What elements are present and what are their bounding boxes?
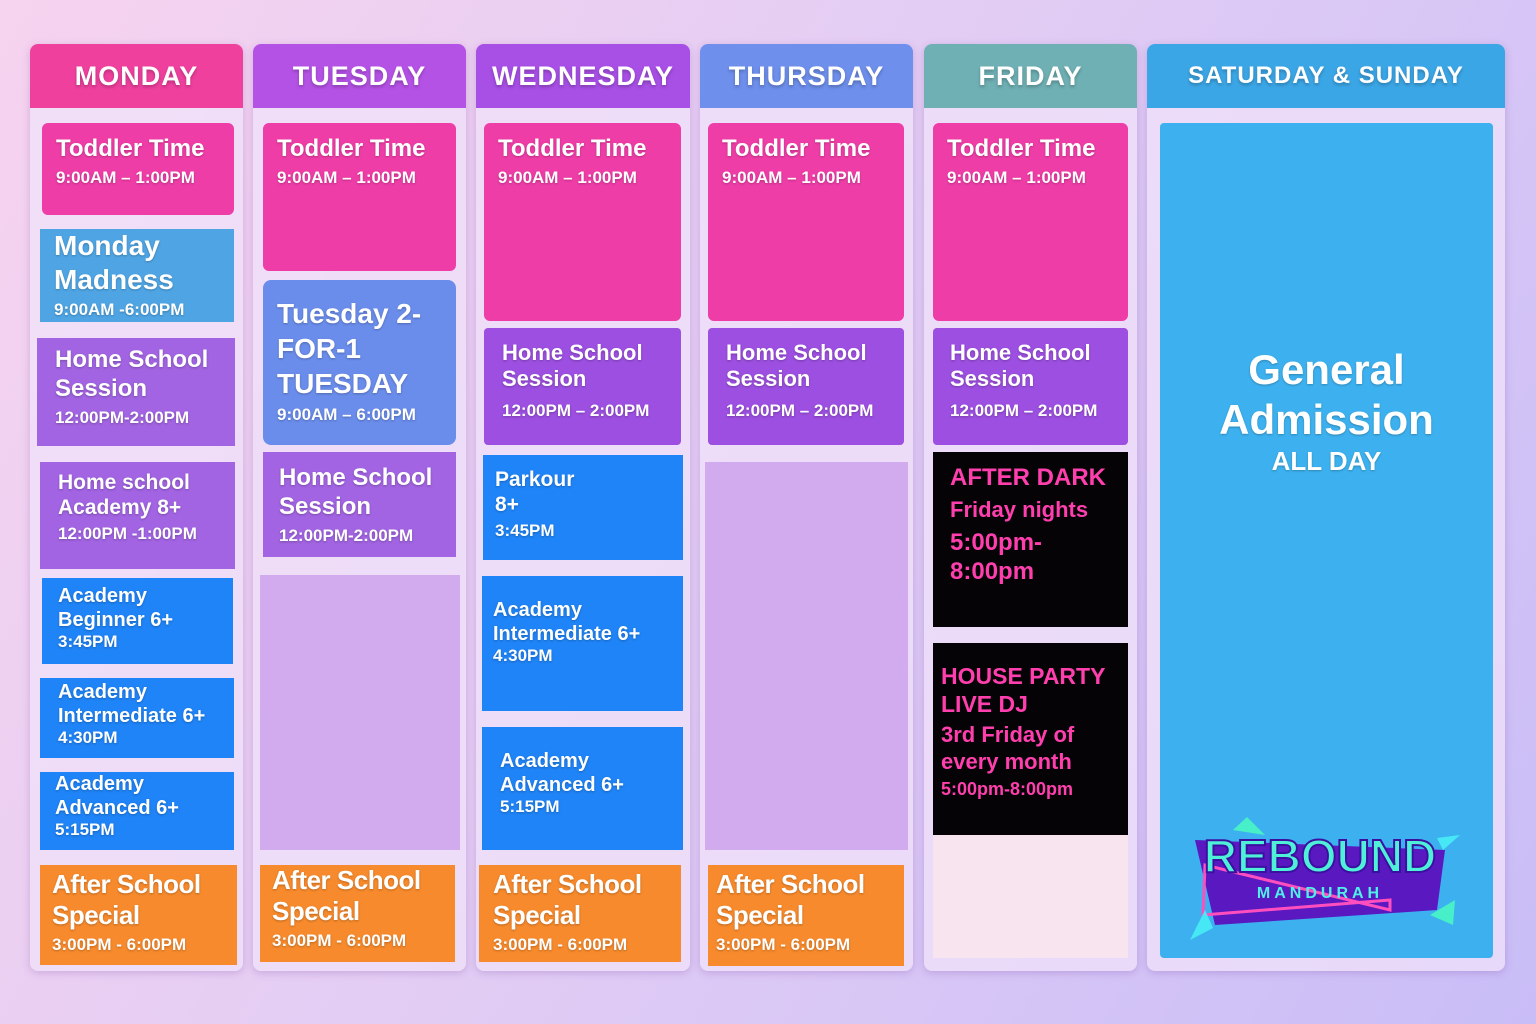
event-time: 4:30PM xyxy=(493,646,553,665)
event-title: Home School Session xyxy=(502,340,643,392)
event-title: Home School Session xyxy=(55,346,209,402)
event-academy-intermediate: Academy Intermediate 6+ 4:30PM xyxy=(40,678,234,758)
event-after-dark: AFTER DARK Friday nights 5:00pm-8:00pm xyxy=(933,452,1128,627)
event-time: 5:15PM xyxy=(55,820,115,839)
event-toddler-time: Toddler Time 9:00AM – 1:00PM xyxy=(263,123,456,271)
event-after-school-special: After School Special 3:00PM - 6:00PM xyxy=(260,865,455,962)
event-time: ALL DAY xyxy=(1271,446,1382,477)
event-time: 12:00PM – 2:00PM xyxy=(726,400,874,420)
empty-slot xyxy=(260,575,460,850)
event-time: 9:00AM – 1:00PM xyxy=(722,167,861,187)
event-title: Academy Advanced 6+ xyxy=(55,773,179,819)
event-time: 9:00AM – 1:00PM xyxy=(277,167,416,187)
event-toddler-time: Toddler Time 9:00AM – 1:00PM xyxy=(484,123,681,321)
event-title: Home school Academy 8+ xyxy=(58,471,190,520)
event-time: 3:00PM - 6:00PM xyxy=(493,935,628,955)
empty-slot xyxy=(933,835,1128,958)
event-time: 9:00AM – 1:00PM xyxy=(56,167,195,187)
event-academy-intermediate: Academy Intermediate 6+ 4:30PM xyxy=(482,576,683,711)
event-time: 5:00pm-8:00pm xyxy=(950,529,1043,585)
event-title: Academy Intermediate 6+ xyxy=(58,681,206,727)
event-after-school-special: After School Special 3:00PM - 6:00PM xyxy=(479,865,681,962)
event-house-party: HOUSE PARTY LIVE DJ 3rd Friday of every m… xyxy=(933,643,1128,835)
event-title: After School Special xyxy=(272,865,421,927)
event-home-school-session: Home School Session 12:00PM – 2:00PM xyxy=(933,328,1128,445)
event-title: Home School Session xyxy=(726,340,867,392)
event-time: 3:00PM - 6:00PM xyxy=(716,935,851,955)
event-time: 5:00pm-8:00pm xyxy=(941,778,1074,799)
event-2-for-1-tuesday: Tuesday 2-FOR-1 TUESDAY 9:00AM – 6:00PM xyxy=(263,280,456,445)
event-time: 3:45PM xyxy=(495,521,555,541)
event-title: Toddler Time xyxy=(722,135,871,162)
event-time: 5:15PM xyxy=(500,797,560,816)
event-title: Home School Session xyxy=(279,464,433,520)
event-parkour: Parkour 8+ 3:45PM xyxy=(483,455,683,560)
event-subtitle: Friday nights xyxy=(950,496,1089,522)
event-time: 3:00PM - 6:00PM xyxy=(272,931,407,951)
event-home-school-academy: Home school Academy 8+ 12:00PM -1:00PM xyxy=(40,462,235,569)
event-home-school-session: Home School Session 12:00PM – 2:00PM xyxy=(484,328,681,445)
event-title: Parkour 8+ xyxy=(495,468,575,517)
event-time: 9:00AM – 6:00PM xyxy=(277,405,416,424)
svg-text:MANDURAH: MANDURAH xyxy=(1257,885,1383,902)
day-header: THURSDAY xyxy=(700,44,913,108)
event-title: Toddler Time xyxy=(56,135,205,162)
event-after-school-special: After School Special 3:00PM - 6:00PM xyxy=(40,865,237,965)
event-title: Tuesday 2-FOR-1 TUESDAY xyxy=(277,298,422,399)
event-time: 12:00PM – 2:00PM xyxy=(502,400,650,420)
day-header: FRIDAY xyxy=(924,44,1137,108)
event-toddler-time: Toddler Time 9:00AM – 1:00PM xyxy=(42,123,234,215)
event-title: Toddler Time xyxy=(498,135,647,162)
event-title: AFTER DARK xyxy=(950,464,1106,491)
event-time: 9:00AM – 1:00PM xyxy=(947,167,1086,187)
event-title: After School Special xyxy=(52,869,201,931)
event-home-school-session: Home School Session 12:00PM – 2:00PM xyxy=(708,328,904,445)
event-title: Toddler Time xyxy=(947,135,1096,162)
event-time: 9:00AM – 1:00PM xyxy=(498,167,637,187)
event-time: 3:45PM xyxy=(58,632,118,651)
event-title: Academy Intermediate 6+ xyxy=(493,599,641,645)
event-time: 12:00PM – 2:00PM xyxy=(950,400,1098,420)
event-time: 3:00PM - 6:00PM xyxy=(52,935,187,955)
event-home-school-session: Home School Session 12:00PM-2:00PM xyxy=(263,452,456,557)
event-title: HOUSE PARTY LIVE DJ xyxy=(941,663,1106,717)
event-time: 4:30PM xyxy=(58,728,118,747)
event-toddler-time: Toddler Time 9:00AM – 1:00PM xyxy=(708,123,904,321)
event-time: 9:00AM -6:00PM xyxy=(54,300,185,320)
rebound-mandurah-logo: REBOUND MANDURAH xyxy=(1175,800,1475,950)
event-title: Home School Session xyxy=(950,340,1091,392)
event-subtitle: 3rd Friday of every month xyxy=(941,722,1075,774)
event-time: 12:00PM-2:00PM xyxy=(55,407,190,427)
event-monday-madness: Monday Madness 9:00AM -6:00PM xyxy=(40,229,234,322)
event-title: After School Special xyxy=(716,869,865,931)
event-after-school-special: After School Special 3:00PM - 6:00PM xyxy=(708,865,904,966)
event-title: After School Special xyxy=(493,869,642,931)
event-academy-advanced: Academy Advanced 6+ 5:15PM xyxy=(40,772,234,850)
event-toddler-time: Toddler Time 9:00AM – 1:00PM xyxy=(933,123,1128,321)
event-academy-beginner: Academy Beginner 6+ 3:45PM xyxy=(42,578,233,664)
event-title: Academy Advanced 6+ xyxy=(500,750,624,796)
event-general-admission: General Admission ALL DAY xyxy=(1160,123,1493,958)
svg-text:REBOUND: REBOUND xyxy=(1204,830,1437,882)
event-title: General Admission xyxy=(1219,346,1434,443)
event-title: Toddler Time xyxy=(277,135,426,162)
day-header: MONDAY xyxy=(30,44,243,108)
event-time: 12:00PM -1:00PM xyxy=(58,524,197,544)
logo-graphic: REBOUND MANDURAH xyxy=(1190,817,1460,940)
event-title: Monday Madness xyxy=(54,230,174,295)
event-home-school-session: Home School Session 12:00PM-2:00PM xyxy=(37,338,235,446)
event-time: 12:00PM-2:00PM xyxy=(279,525,414,545)
event-academy-advanced: Academy Advanced 6+ 5:15PM xyxy=(482,727,683,850)
empty-slot xyxy=(705,462,908,850)
day-header: TUESDAY xyxy=(253,44,466,108)
day-header: SATURDAY & SUNDAY xyxy=(1147,44,1505,108)
event-title: Academy Beginner 6+ xyxy=(58,585,174,631)
day-header: WEDNESDAY xyxy=(476,44,690,108)
